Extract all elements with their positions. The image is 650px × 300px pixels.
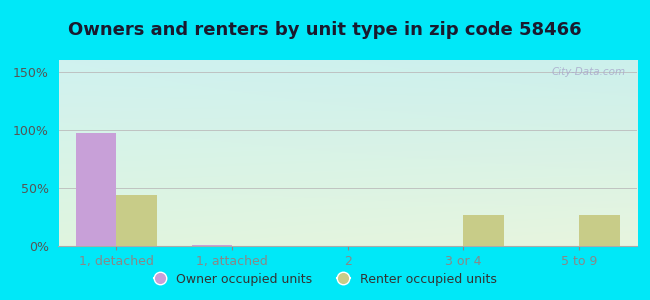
Text: Owners and renters by unit type in zip code 58466: Owners and renters by unit type in zip c…: [68, 21, 582, 39]
Legend: Owner occupied units, Renter occupied units: Owner occupied units, Renter occupied un…: [148, 268, 502, 291]
Bar: [192, 245, 232, 246]
Bar: [579, 214, 619, 246]
Text: City-Data.com: City-Data.com: [551, 68, 625, 77]
Bar: [116, 195, 157, 246]
Bar: [463, 214, 504, 246]
Bar: [76, 133, 116, 246]
